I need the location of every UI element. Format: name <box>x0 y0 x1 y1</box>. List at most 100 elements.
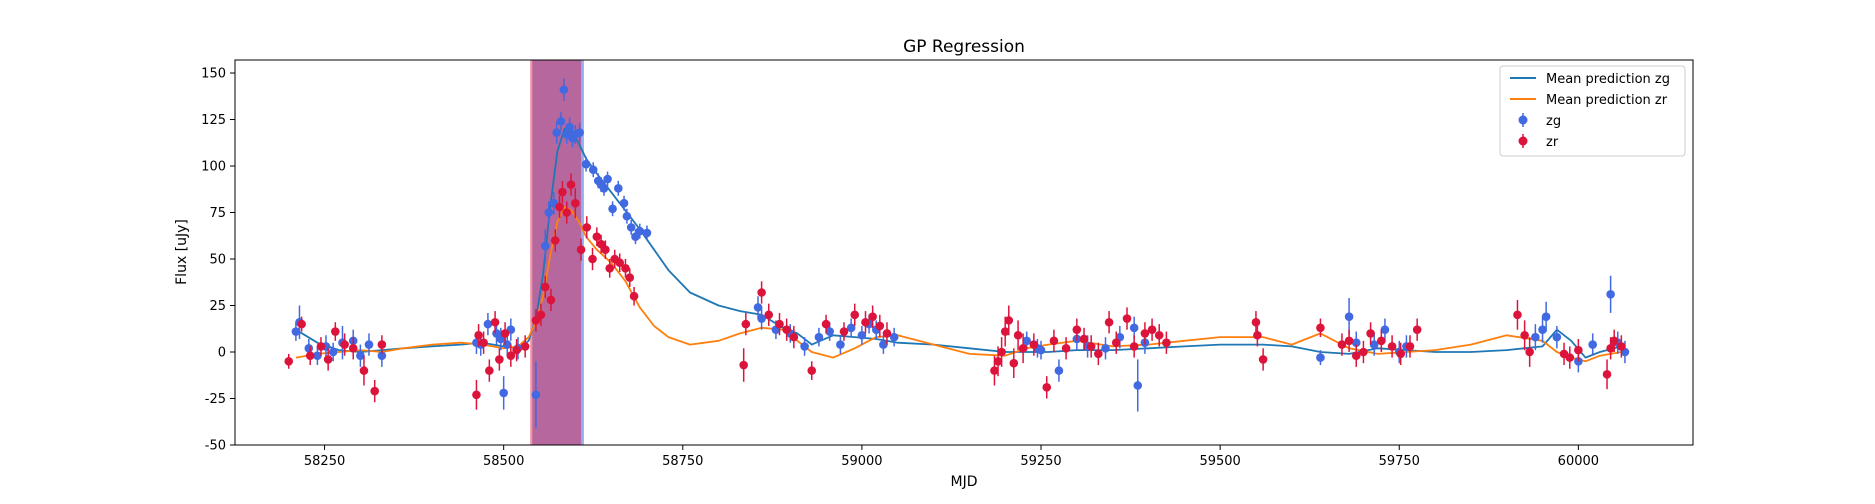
data-point-zr <box>474 324 483 347</box>
point-marker <box>635 226 645 236</box>
data-point-zg <box>544 201 554 224</box>
data-point-zr <box>789 325 799 349</box>
data-point-zr <box>531 309 541 332</box>
data-point-zr <box>1359 340 1368 364</box>
data-point-zg <box>1316 350 1325 366</box>
point-marker <box>284 357 294 366</box>
point-marker <box>615 258 625 268</box>
data-point-zg <box>364 333 374 356</box>
data-point-zr <box>1129 335 1139 358</box>
data-point-zg <box>356 344 365 367</box>
data-point-zr <box>546 288 556 312</box>
data-point-zg <box>1606 275 1615 313</box>
point-marker <box>1574 357 1583 366</box>
data-point-zr <box>297 316 306 332</box>
point-marker <box>757 288 766 297</box>
point-marker <box>1337 340 1347 349</box>
x-tick-label: 58500 <box>483 454 524 469</box>
data-point-zr <box>1377 329 1386 353</box>
data-point-zr <box>1574 338 1583 362</box>
point-marker <box>1609 336 1619 346</box>
data-point-zg <box>753 296 763 319</box>
data-point-zr <box>868 305 877 328</box>
x-tick-label: 59000 <box>841 454 882 469</box>
point-marker <box>1316 323 1325 333</box>
data-point-zg <box>499 376 508 410</box>
point-marker <box>879 340 888 349</box>
data-point-zg <box>879 335 888 354</box>
data-point-zr <box>1405 335 1415 358</box>
legend-label-mean-zr: Mean prediction zr <box>1546 93 1668 108</box>
data-point-zr <box>512 338 521 362</box>
point-marker <box>601 245 610 255</box>
point-marker <box>1147 325 1157 334</box>
point-marker <box>993 357 1003 366</box>
point-marker <box>364 340 374 349</box>
data-point-zr <box>882 322 892 345</box>
point-marker <box>313 351 322 361</box>
data-point-zr <box>1344 329 1354 353</box>
data-point-zg <box>313 346 322 366</box>
point-marker <box>1606 290 1615 299</box>
data-point-zr <box>566 173 576 196</box>
point-marker <box>1359 347 1368 357</box>
point-marker <box>868 312 877 321</box>
point-marker <box>377 351 387 361</box>
data-point-zr <box>1387 335 1397 358</box>
point-marker <box>304 343 314 353</box>
point-marker <box>1541 312 1551 321</box>
point-marker <box>626 223 636 232</box>
point-marker <box>500 329 510 338</box>
data-point-zr <box>739 348 748 382</box>
point-marker <box>757 314 766 323</box>
data-point-zr <box>1253 324 1262 347</box>
point-marker <box>1617 342 1626 351</box>
point-marker <box>814 332 824 342</box>
y-tick-label: 100 <box>201 160 226 175</box>
data-point-zr <box>1029 333 1039 356</box>
point-marker <box>571 198 580 208</box>
point-marker <box>531 316 541 325</box>
point-marker <box>1565 353 1575 362</box>
point-marker <box>556 117 566 126</box>
data-point-zr <box>1565 346 1575 369</box>
data-point-zr <box>316 337 326 356</box>
point-marker <box>1018 343 1028 353</box>
data-point-zr <box>615 253 625 273</box>
point-marker <box>546 295 556 305</box>
point-marker <box>642 228 652 238</box>
point-marker <box>576 245 586 255</box>
point-marker <box>499 388 508 398</box>
data-point-zr <box>348 337 358 360</box>
point-marker <box>1111 338 1121 348</box>
x-tick-label: 58750 <box>662 454 703 469</box>
point-marker <box>782 325 791 334</box>
point-marker <box>552 128 561 137</box>
point-marker <box>340 340 349 349</box>
point-marker <box>857 330 867 340</box>
data-point-zg <box>757 307 766 330</box>
point-marker <box>490 317 500 327</box>
point-marker <box>1531 332 1540 342</box>
data-point-zr <box>782 318 791 341</box>
point-marker <box>846 323 856 333</box>
point-marker <box>836 340 845 349</box>
point-marker <box>807 366 817 375</box>
data-point-zg <box>846 318 856 338</box>
data-point-zr <box>479 331 488 354</box>
data-point-zg <box>1538 316 1547 343</box>
data-point-zg <box>614 180 623 196</box>
point-marker <box>1513 310 1522 320</box>
data-point-zr <box>1162 331 1171 354</box>
point-marker <box>1351 338 1361 348</box>
point-marker <box>356 351 365 361</box>
point-marker <box>1133 381 1143 390</box>
point-marker <box>882 329 892 338</box>
point-marker <box>990 366 999 375</box>
data-point-zr <box>1018 333 1028 364</box>
data-point-zr <box>1094 342 1103 366</box>
data-point-zr <box>850 303 860 326</box>
data-point-zr <box>331 322 340 341</box>
data-point-zr <box>359 355 369 386</box>
legend-label-zr: zr <box>1546 135 1559 150</box>
